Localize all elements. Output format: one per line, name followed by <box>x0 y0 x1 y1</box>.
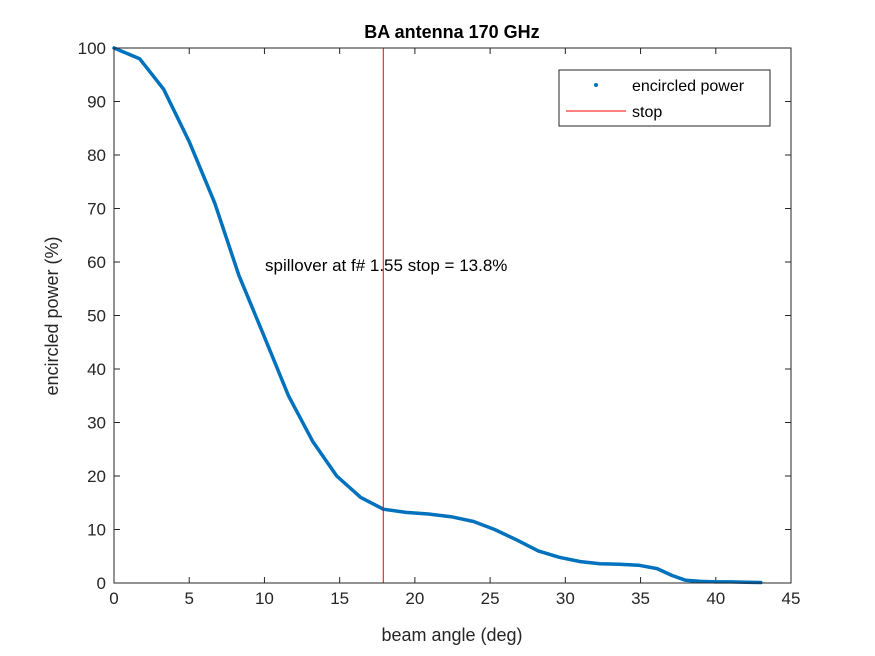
y-tick-label-80: 80 <box>87 146 106 165</box>
x-tick-label-0: 0 <box>109 589 118 608</box>
x-tick-label-20: 20 <box>405 589 424 608</box>
y-tick-label-30: 30 <box>87 414 106 433</box>
y-tick-label-10: 10 <box>87 521 106 540</box>
y-tick-label-90: 90 <box>87 93 106 112</box>
annotation-text: spillover at f# 1.55 stop = 13.8% <box>265 256 507 275</box>
x-tick-label-45: 45 <box>782 589 801 608</box>
x-tick-label-25: 25 <box>481 589 500 608</box>
x-tick-label-35: 35 <box>631 589 650 608</box>
x-tick-label-30: 30 <box>556 589 575 608</box>
legend-marker-encircled-power <box>594 83 598 87</box>
y-tick-label-70: 70 <box>87 200 106 219</box>
plot-background <box>114 48 791 583</box>
chart-title: BA antenna 170 GHz <box>364 22 539 42</box>
x-axis-label: beam angle (deg) <box>381 625 522 645</box>
x-tick-label-40: 40 <box>706 589 725 608</box>
series-encircled-power-line <box>112 46 763 585</box>
x-tick-label-10: 10 <box>255 589 274 608</box>
y-tick-label-60: 60 <box>87 253 106 272</box>
y-axis-label: encircled power (%) <box>42 236 62 395</box>
legend-label-encircled-power: encircled power <box>632 78 745 95</box>
y-tick-label-0: 0 <box>97 574 106 593</box>
plot-area: 0 5 10 15 20 25 30 35 40 45 0 10 20 30 40 50 60 70 80 90 100 <box>78 39 801 608</box>
legend: encircled power stop <box>558 69 771 127</box>
x-tick-label-5: 5 <box>184 589 193 608</box>
axes-box <box>113 47 792 584</box>
y-tick-label-100: 100 <box>78 39 106 58</box>
y-tick-label-20: 20 <box>87 467 106 486</box>
y-tick-label-50: 50 <box>87 307 106 326</box>
x-tick-label-15: 15 <box>330 589 349 608</box>
legend-label-stop: stop <box>632 104 662 121</box>
legend-box <box>558 69 771 127</box>
y-tick-label-40: 40 <box>87 360 106 379</box>
